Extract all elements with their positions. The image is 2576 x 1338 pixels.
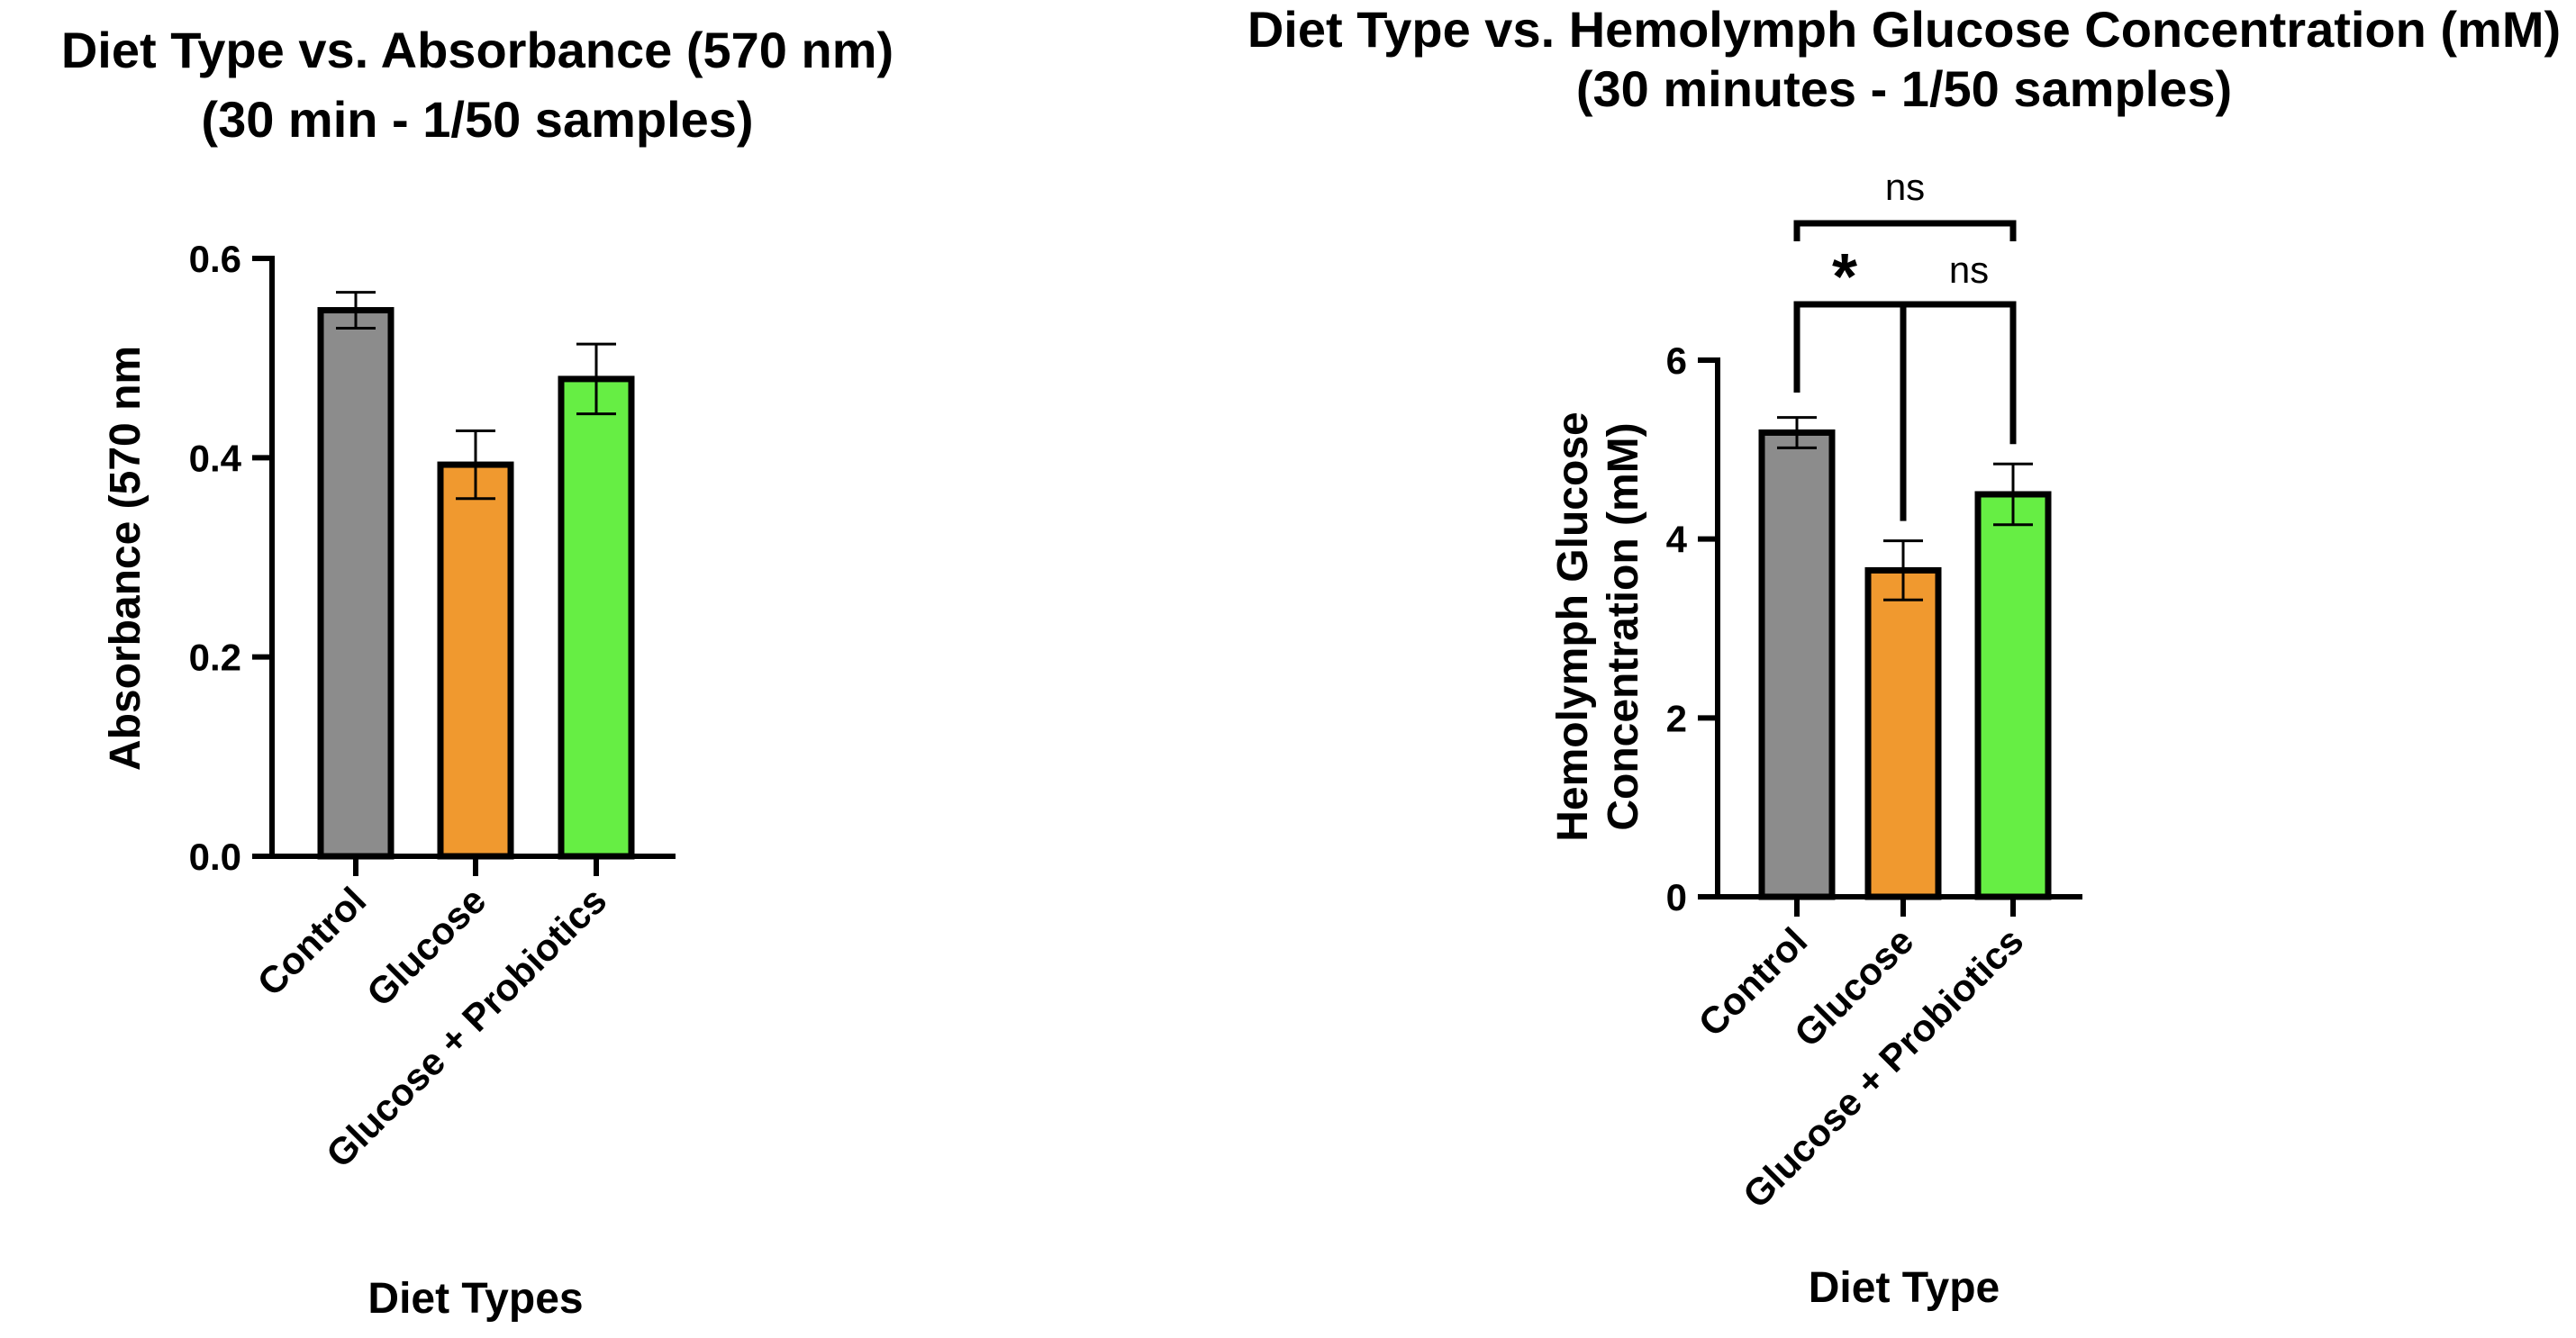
- y-tick-label: 6: [1666, 339, 1687, 382]
- x-tick-label: Control: [249, 879, 375, 1004]
- bar: [1864, 566, 1942, 900]
- y-tick-label: 0.6: [189, 238, 241, 280]
- bar: [437, 461, 514, 860]
- significance-label: ns: [1949, 249, 1989, 291]
- chart-right-y-axis-label-line-2: Concentration (mM): [1600, 422, 1647, 830]
- y-tick-label: 2: [1666, 697, 1687, 739]
- chart-right-x-axis-label: Diet Type: [1809, 1264, 2000, 1312]
- bar: [558, 375, 635, 860]
- significance-bracket: [1793, 301, 2017, 445]
- chart-right-title-line-1: Diet Type vs. Hemolymph Glucose Concentr…: [1247, 1, 2561, 58]
- chart-left: Diet Type vs. Absorbance (570 nm) (30 mi…: [61, 22, 893, 1323]
- chart-right: Diet Type vs. Hemolymph Glucose Concentr…: [1247, 1, 2561, 1312]
- chart-right-y-axis-label-line-1: Hemolymph Glucose: [1549, 411, 1597, 841]
- chart-left-title-line-1: Diet Type vs. Absorbance (570 nm): [61, 22, 893, 78]
- y-tick-label: 0.0: [189, 836, 241, 878]
- chart-left-y-axis-label: Absorbance (570 nm: [102, 346, 150, 771]
- significance-bracket: [1793, 220, 2017, 241]
- y-tick-label: 0: [1666, 876, 1687, 918]
- significance-label: ns: [1885, 166, 1925, 208]
- chart-left-title-line-2: (30 min - 1/50 samples): [201, 91, 753, 148]
- chart-right-title-line-2: (30 minutes - 1/50 samples): [1576, 60, 2232, 117]
- bar: [317, 307, 395, 860]
- bar: [1974, 491, 2052, 900]
- y-tick-label: 0.4: [189, 437, 242, 479]
- y-tick-label: 0.2: [189, 637, 241, 679]
- y-tick-label: 4: [1666, 519, 1688, 561]
- chart-left-x-axis-label: Diet Types: [367, 1275, 583, 1323]
- bar: [1758, 429, 1836, 900]
